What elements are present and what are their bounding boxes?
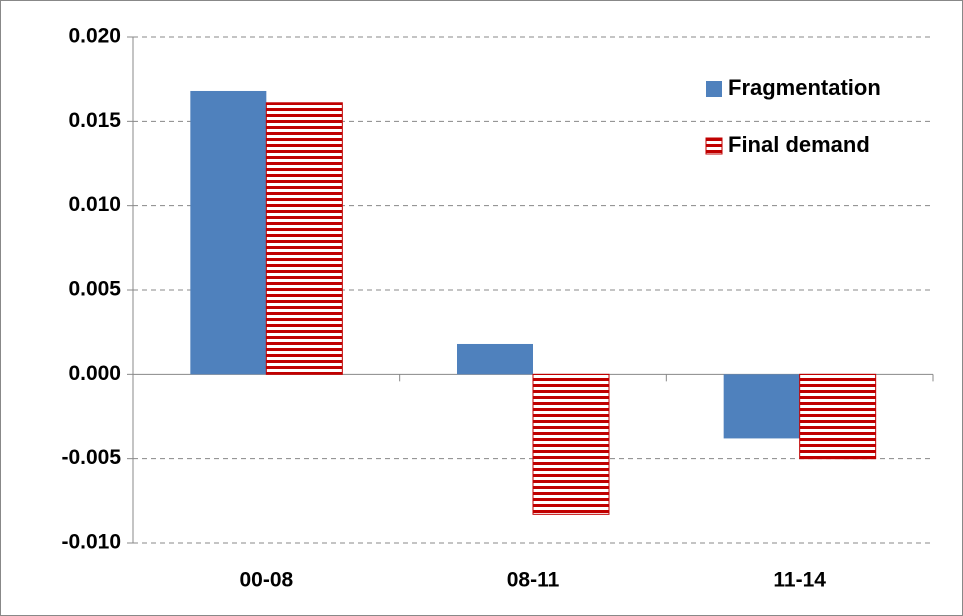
x-tick-label: 00-08 [239, 569, 293, 592]
x-tick-label: 08-11 [507, 569, 560, 592]
bar [799, 373, 877, 460]
y-tick-label: 0.020 [68, 25, 121, 48]
y-tick-label: 0.015 [68, 109, 121, 132]
y-tick-label: 0.005 [68, 278, 121, 301]
bar [190, 90, 267, 375]
bar [265, 102, 343, 375]
y-tick-label: -0.005 [61, 446, 121, 469]
y-tick-label: 0.010 [68, 193, 121, 216]
legend-swatch [705, 137, 723, 155]
legend-label: Final demand [728, 132, 870, 157]
y-tick-label: -0.010 [61, 531, 121, 554]
bar [723, 374, 800, 439]
legend-swatch [706, 81, 722, 97]
y-tick-label: 0.000 [68, 362, 121, 385]
bar [457, 343, 533, 375]
bar [532, 373, 610, 515]
x-tick-label: 11-14 [773, 569, 826, 592]
legend-label: Fragmentation [728, 75, 881, 100]
